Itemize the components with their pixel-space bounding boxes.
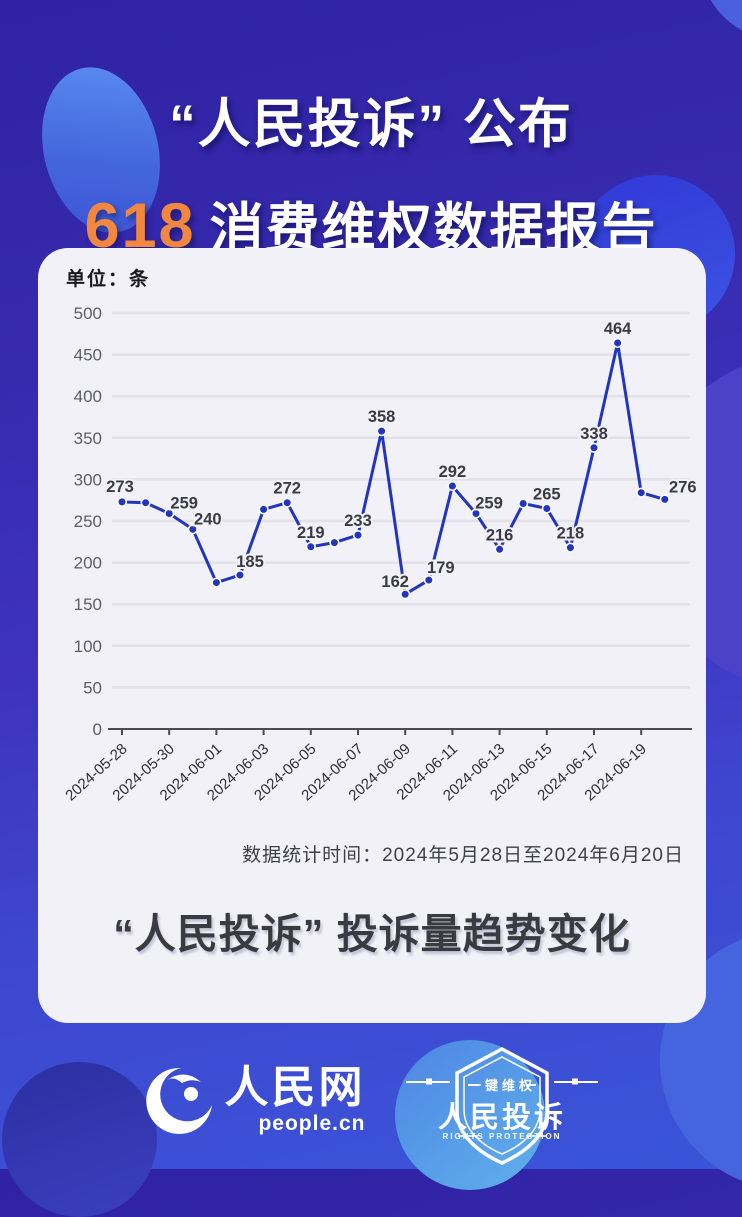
svg-text:276: 276	[669, 478, 697, 496]
svg-text:400: 400	[74, 387, 102, 406]
people-cn-logo-text: 人民网 people.cn	[224, 1062, 366, 1136]
badge-top-text: 一键维权	[467, 1078, 535, 1093]
trend-chart: 0501001502002503003504004505002024-05-28…	[62, 304, 698, 804]
svg-text:265: 265	[533, 486, 561, 504]
svg-text:450: 450	[74, 346, 102, 365]
badge-main-text: 人民投诉	[437, 1101, 565, 1134]
svg-text:272: 272	[273, 480, 301, 498]
poster-header: “人民投诉” 公布 618 消费维权数据报告	[0, 0, 742, 263]
rights-protection-badge: 一键维权 人民投诉 RIGHTS PROTECTION	[405, 1047, 598, 1165]
svg-text:50: 50	[83, 678, 102, 697]
svg-text:100: 100	[74, 637, 102, 656]
people-cn-logo: 人民网 people.cn	[141, 1064, 366, 1138]
svg-text:150: 150	[74, 595, 102, 614]
svg-text:216: 216	[486, 526, 514, 544]
chart-card-title: “人民投诉” 投诉量趋势变化	[113, 911, 631, 957]
svg-text:350: 350	[74, 429, 102, 448]
footer-logos: 人民网 people.cn 一键维权 人民投诉 RIGHTS PROTECTIO…	[0, 1032, 742, 1169]
people-cn-name: 人民网	[224, 1062, 366, 1112]
svg-text:500: 500	[74, 304, 102, 323]
svg-text:200: 200	[74, 554, 102, 573]
people-cn-url: people.cn	[258, 1111, 366, 1135]
svg-text:240: 240	[194, 510, 222, 528]
poster-title-line1: “人民投诉” 公布	[169, 95, 573, 154]
svg-text:179: 179	[427, 559, 455, 577]
svg-text:300: 300	[74, 470, 102, 489]
svg-text:185: 185	[236, 553, 264, 571]
stats-period-note: 数据统计时间：2024年5月28日至2024年6月20日	[242, 845, 684, 866]
svg-text:259: 259	[475, 495, 503, 513]
svg-text:0: 0	[93, 720, 102, 739]
svg-text:338: 338	[580, 425, 608, 443]
svg-text:218: 218	[557, 525, 585, 543]
svg-text:464: 464	[604, 320, 632, 338]
svg-text:233: 233	[344, 512, 372, 530]
chart-card: 单位：条 0 50 100 150 200 250 300 350 400 450 500 2024-…	[38, 248, 706, 1023]
unit-label: 单位：条	[66, 269, 151, 290]
people-cn-swoosh-icon	[145, 1067, 212, 1134]
svg-text:259: 259	[170, 495, 198, 513]
svg-text:250: 250	[74, 512, 102, 531]
badge-sub-text: RIGHTS PROTECTION	[442, 1132, 561, 1141]
svg-text:292: 292	[439, 463, 467, 481]
svg-text:162: 162	[381, 573, 409, 591]
svg-text:219: 219	[297, 524, 325, 542]
svg-text:273: 273	[106, 478, 134, 496]
svg-text:358: 358	[368, 408, 396, 426]
